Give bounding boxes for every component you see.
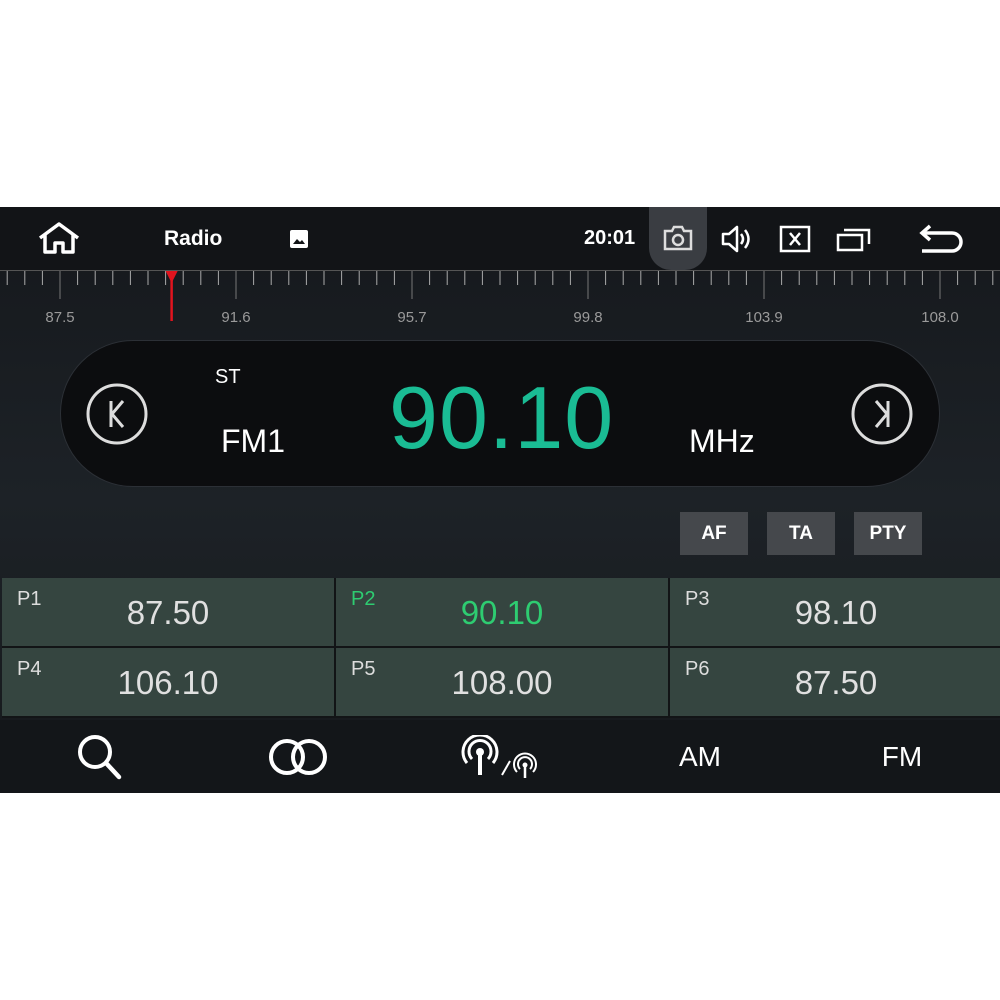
tuning-marker-head	[165, 271, 178, 283]
preset-label: P6	[685, 658, 710, 680]
af-button[interactable]: AF	[680, 512, 748, 555]
antenna-icon	[461, 734, 537, 778]
preset-p5[interactable]: P5 108.00	[336, 648, 668, 716]
frequency-display: ST FM1 90.10 MHz	[60, 340, 940, 487]
image-icon[interactable]	[289, 229, 309, 254]
preset-p3[interactable]: P3 98.10	[670, 578, 1000, 646]
stereo-indicator: ST	[215, 366, 241, 388]
preset-p2[interactable]: P2 90.10	[336, 578, 668, 646]
seek-next-button[interactable]	[850, 382, 914, 451]
search-button[interactable]	[60, 720, 140, 793]
preset-p1[interactable]: P1 87.50	[2, 578, 334, 646]
preset-label: P4	[17, 658, 42, 680]
search-icon	[78, 734, 122, 779]
preset-frequency: 90.10	[460, 594, 544, 631]
preset-frequency: 106.10	[117, 664, 219, 701]
scale-label: 87.5	[45, 309, 75, 326]
preset-label: P1	[17, 588, 42, 610]
preset-label: P5	[351, 658, 376, 680]
stereo-rings-icon	[269, 738, 327, 775]
scale-label: 95.7	[397, 309, 427, 326]
preset-frequency: 98.10	[794, 594, 878, 631]
preset-p6[interactable]: P6 87.50	[670, 648, 1000, 716]
bottom-bar: AM FM	[0, 720, 1000, 793]
preset-frequency: 108.00	[451, 664, 553, 701]
radio-screen: Radio 20:01 87.5 91.6 95.7 99.8 103.9 108.0 S…	[0, 207, 1000, 793]
scale-label: 91.6	[221, 309, 251, 326]
home-icon[interactable]	[36, 221, 82, 260]
frequency-scale[interactable]: 87.5 91.6 95.7 99.8 103.9 108.0	[0, 270, 1000, 337]
am-button[interactable]: AM	[679, 740, 721, 772]
preset-label: P2	[351, 588, 376, 610]
clock: 20:01	[584, 227, 636, 249]
app-title: Radio	[164, 227, 223, 250]
preset-label: P3	[685, 588, 710, 610]
frequency-unit: MHz	[689, 423, 755, 459]
preset-grid: P1 87.50 P2 90.10 P3 98.10 P4 106.10 P5 108.00 P6 8…	[2, 578, 1000, 718]
local-distance-button[interactable]	[455, 720, 545, 793]
scale-label: 103.9	[745, 309, 783, 326]
ta-button[interactable]: TA	[767, 512, 835, 555]
scale-label: 99.8	[573, 309, 603, 326]
volume-icon[interactable]	[720, 224, 754, 259]
band-label: FM1	[221, 423, 285, 459]
scale-label: 108.0	[921, 309, 959, 326]
recent-apps-icon[interactable]	[836, 226, 872, 257]
preset-frequency: 87.50	[794, 664, 878, 701]
stereo-button[interactable]	[258, 720, 338, 793]
fm-button[interactable]: FM	[881, 740, 923, 772]
top-bar: Radio 20:01	[0, 207, 1000, 270]
scale-ticks	[6, 271, 994, 321]
back-icon[interactable]	[918, 223, 964, 260]
seek-previous-button[interactable]	[85, 382, 149, 451]
current-frequency: 90.10	[389, 368, 615, 467]
pty-button[interactable]: PTY	[854, 512, 922, 555]
preset-p4[interactable]: P4 106.10	[2, 648, 334, 716]
screenshot-button[interactable]	[649, 207, 707, 270]
preset-frequency: 87.50	[126, 594, 210, 631]
close-box-icon[interactable]	[779, 225, 811, 258]
